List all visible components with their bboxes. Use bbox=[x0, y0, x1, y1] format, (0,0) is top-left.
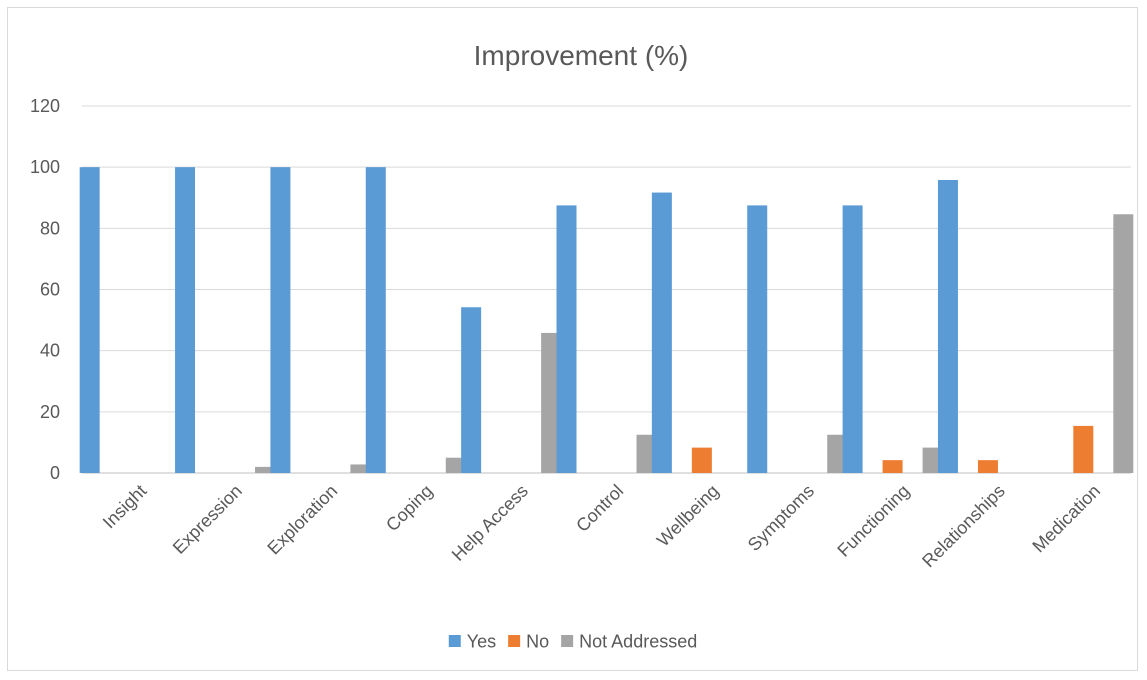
bar-not-addressed bbox=[350, 464, 371, 473]
bar-yes bbox=[461, 307, 482, 473]
bar-no bbox=[1073, 425, 1094, 473]
bar-not-addressed bbox=[922, 447, 943, 473]
x-tick-label: Help Access bbox=[448, 481, 532, 565]
x-tick-label: Insight bbox=[99, 481, 151, 533]
bar-yes bbox=[747, 205, 768, 474]
y-tick-label: 120 bbox=[30, 96, 60, 116]
x-tick-label: Exploration bbox=[263, 481, 341, 559]
y-tick-label: 0 bbox=[50, 463, 60, 483]
legend-label: Not Addressed bbox=[579, 631, 697, 651]
x-axis-ticks: Insight Expression Exploration Coping Help A… bbox=[99, 481, 1104, 572]
bar-yes bbox=[651, 192, 672, 473]
bar-yes bbox=[937, 180, 958, 474]
y-tick-label: 60 bbox=[40, 280, 60, 300]
legend-swatch-not-addressed bbox=[561, 635, 574, 647]
bar-yes bbox=[175, 167, 196, 473]
bars bbox=[79, 167, 1134, 474]
x-tick-label: Functioning bbox=[833, 481, 913, 561]
y-axis-ticks: 0 20 40 60 80 100 120 bbox=[30, 96, 60, 483]
y-tick-label: 20 bbox=[40, 402, 60, 422]
bar-not-addressed bbox=[636, 434, 657, 473]
x-tick-label: Wellbeing bbox=[653, 481, 723, 551]
legend: Yes No Not Addressed bbox=[448, 631, 697, 651]
x-tick-label: Medication bbox=[1028, 481, 1104, 557]
bar-yes bbox=[556, 205, 577, 474]
chart-title: Improvement (%) bbox=[474, 40, 689, 71]
x-tick-label: Expression bbox=[169, 481, 246, 558]
bar-yes bbox=[79, 167, 100, 473]
bar-not-addressed bbox=[255, 466, 276, 473]
bar-not-addressed bbox=[827, 434, 848, 473]
bar-not-addressed bbox=[445, 457, 466, 473]
x-tick-label: Control bbox=[572, 481, 627, 536]
x-tick-label: Coping bbox=[382, 481, 436, 535]
y-tick-label: 80 bbox=[40, 218, 60, 238]
bar-yes bbox=[842, 205, 863, 474]
bar-yes bbox=[365, 167, 386, 473]
bar-not-addressed bbox=[1113, 214, 1134, 473]
bar-not-addressed bbox=[541, 332, 562, 473]
gridlines bbox=[82, 105, 1131, 474]
legend-swatch-yes bbox=[448, 635, 461, 647]
x-tick-label: Symptoms bbox=[744, 481, 818, 555]
legend-swatch-no bbox=[508, 635, 521, 647]
bar-yes bbox=[270, 167, 291, 473]
y-tick-label: 100 bbox=[30, 157, 60, 177]
bar-no bbox=[691, 447, 712, 473]
bar-no bbox=[977, 460, 998, 473]
legend-label: Yes bbox=[467, 631, 496, 651]
x-tick-label: Relationships bbox=[918, 481, 1009, 572]
legend-label: No bbox=[526, 631, 549, 651]
bar-no bbox=[882, 460, 903, 473]
y-tick-label: 40 bbox=[40, 341, 60, 361]
